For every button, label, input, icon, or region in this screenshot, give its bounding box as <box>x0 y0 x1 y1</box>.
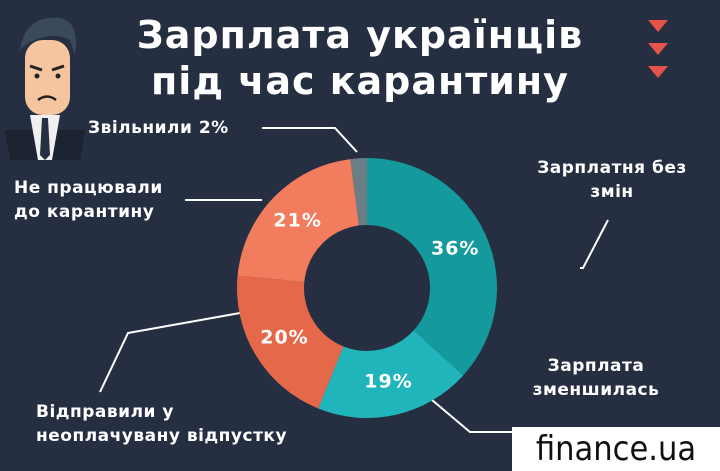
slice-label: Звільнили 2% <box>88 116 288 140</box>
logo: finance.ua <box>512 427 720 471</box>
category: Звільнили <box>88 118 193 138</box>
leader-lines <box>99 127 609 433</box>
slice-label: Зарплатня без змін <box>537 158 687 202</box>
slice-label: Відправили у неоплачувану відпустку <box>36 402 288 446</box>
value-label: 2% <box>198 118 229 138</box>
slice <box>350 158 367 226</box>
leader-line <box>99 312 241 393</box>
value-label: 21% <box>273 209 321 231</box>
slice-label: Не працювали до карантину <box>14 178 163 222</box>
value-label: 19% <box>364 371 412 393</box>
slice <box>237 159 359 282</box>
slice <box>237 275 344 409</box>
slice <box>367 158 497 376</box>
value-label: 20% <box>260 327 308 349</box>
character <box>5 17 85 160</box>
leader-line <box>580 219 609 269</box>
leader-line <box>262 127 358 153</box>
leader-line <box>431 399 515 433</box>
slice <box>318 330 464 418</box>
slice-label: Зарплата зменшилась <box>532 356 660 400</box>
decor-arrows <box>648 20 668 78</box>
value-label: 36% <box>431 237 479 259</box>
title: Зарплата українців під час карантину <box>136 13 584 103</box>
